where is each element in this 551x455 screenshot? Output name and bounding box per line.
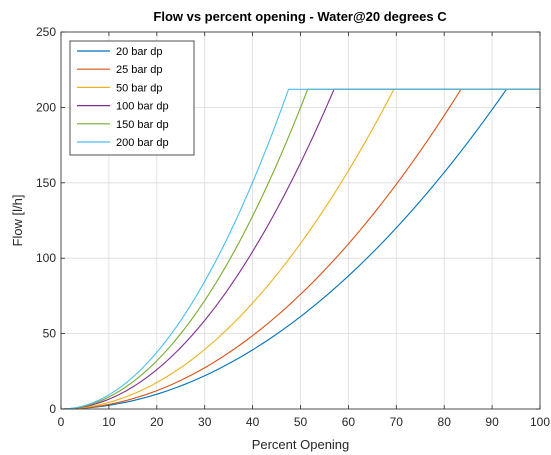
x-tick-label: 70 [390, 415, 404, 429]
legend-label-2: 50 bar dp [116, 82, 162, 94]
series-line-0 [60, 88, 540, 410]
x-axis-label: Percent Opening [252, 437, 350, 452]
x-tick-label: 40 [246, 415, 260, 429]
series-line-4 [60, 88, 540, 410]
series-line-2 [60, 88, 540, 410]
legend-label-5: 200 bar dp [116, 137, 169, 149]
y-tick-label: 150 [36, 176, 56, 190]
x-tick-label: 60 [342, 415, 356, 429]
x-tick-label: 50 [294, 415, 308, 429]
ticks: 0 10 20 30 40 50 60 70 80 90 100 0 50 100 150 200 250 [36, 25, 550, 429]
x-tick-label: 20 [150, 415, 164, 429]
y-tick-label: 0 [49, 402, 56, 416]
x-tick-label: 0 [58, 415, 65, 429]
y-tick-label: 100 [36, 251, 56, 265]
x-tick-label: 90 [485, 415, 499, 429]
x-tick-label: 30 [198, 415, 212, 429]
series-lines [60, 88, 540, 410]
legend-box [69, 40, 195, 156]
series-line-1 [60, 88, 540, 410]
legend-label-3: 100 bar dp [116, 101, 169, 113]
series-line-5 [60, 88, 540, 410]
y-axis-label: Flow [l/h] [10, 194, 25, 246]
chart-title: Flow vs percent opening - Water@20 degre… [153, 9, 447, 24]
y-tick-label: 250 [36, 25, 56, 39]
legend-label-0: 20 bar dp [116, 46, 162, 58]
y-tick-label: 50 [43, 327, 57, 341]
legend-label-1: 25 bar dp [116, 64, 162, 76]
x-tick-label: 80 [438, 415, 452, 429]
legend: 20 bar dp 25 bar dp 50 bar dp 100 bar dp 150… [69, 40, 195, 156]
series-line-3 [60, 88, 540, 410]
legend-label-4: 150 bar dp [116, 119, 169, 131]
x-tick-label: 100 [530, 415, 550, 429]
y-tick-label: 200 [36, 100, 56, 114]
x-tick-label: 10 [102, 415, 116, 429]
